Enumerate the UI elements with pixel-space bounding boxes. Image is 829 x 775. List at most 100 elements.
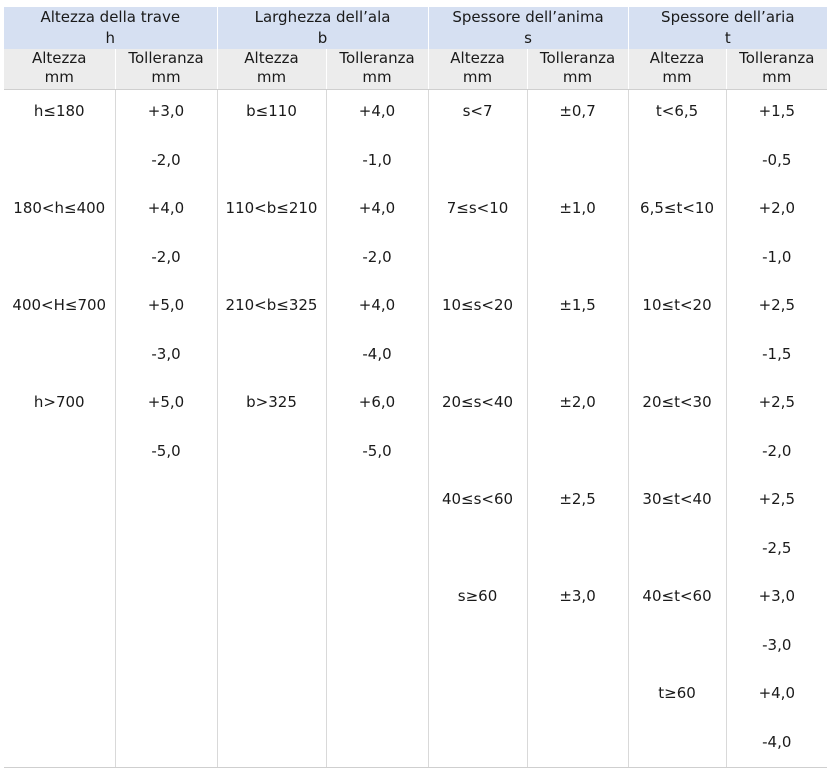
table-row: 40≤s<60 ±2,5 30≤t<40 +2,5 (4, 489, 827, 538)
group-symbol: h (105, 29, 116, 47)
sub-header-label: Altezza (450, 49, 505, 67)
sub-header-label: Tolleranza (339, 49, 415, 67)
flange-range-cell: t<6,5 (628, 101, 727, 150)
width-tolerance-cell: +4,0 (326, 101, 429, 150)
flange-tolerance-cell: +4,0 (758, 684, 795, 702)
web-tolerance-cell (527, 731, 629, 768)
flange-tolerance-cell: +2,5 (758, 490, 795, 508)
height-range-cell: h≤180 (4, 101, 116, 150)
height-range-cell (4, 246, 116, 295)
height-tolerance-cell (115, 489, 218, 538)
table-row: h≤180 +3,0 b≤110 +4,0 s<7 ±0,7 t<6,5 +1,5 (4, 101, 827, 150)
flange-range-cell (628, 634, 727, 683)
height-range-cell (4, 440, 116, 489)
height-tolerance-cell (115, 731, 218, 768)
width-range-cell: 210<b≤325 (217, 295, 327, 344)
web-range-cell: s≥60 (428, 586, 528, 635)
width-tolerance-cell (326, 537, 429, 586)
sub-header-unit: mm (44, 68, 74, 86)
width-range-cell: 110<b≤210 (217, 198, 327, 247)
group-symbol: b (317, 29, 328, 47)
sub-header-label: Altezza (649, 49, 705, 67)
width-range-cell (217, 149, 327, 198)
width-range-cell (217, 343, 327, 392)
width-range-cell (217, 683, 327, 732)
web-tolerance-cell (527, 149, 629, 198)
web-tolerance-cell (527, 683, 629, 732)
group-title: Spessore dell’anima (452, 8, 604, 26)
table-row: -4,0 (4, 731, 828, 768)
sub-header-unit: mm (662, 68, 692, 86)
web-range-cell (428, 343, 528, 392)
web-tolerance-cell: ±0,7 (527, 101, 629, 150)
height-tolerance-cell (115, 683, 218, 732)
width-tolerance-cell (326, 634, 429, 683)
sub-header-label: Altezza (244, 49, 299, 67)
flange-range-cell (628, 440, 727, 489)
width-tolerance-cell: +4,0 (326, 295, 429, 344)
web-range-cell (428, 731, 528, 768)
width-range-cell (217, 586, 327, 635)
group-title: Larghezza dell’ala (254, 8, 391, 26)
height-range-cell (4, 634, 116, 683)
height-range-cell (4, 489, 116, 538)
web-range-cell (428, 149, 528, 198)
width-tolerance-cell (326, 683, 429, 732)
height-range-cell: h>700 (4, 392, 116, 441)
table-row: t≥60 +4,0 (4, 683, 827, 732)
flange-tolerance-cell: -1,0 (762, 247, 792, 266)
spacer-cell (4, 89, 116, 101)
width-tolerance-cell (326, 586, 429, 635)
sub-header-unit: mm (362, 68, 392, 86)
flange-tolerance-cell: +2,5 (758, 296, 795, 314)
web-tolerance-cell (527, 343, 629, 392)
spacer-row (4, 89, 827, 101)
height-tolerance-cell: -3,0 (115, 343, 218, 392)
table-row: -2,5 (4, 537, 827, 586)
width-range-cell (217, 537, 327, 586)
height-tolerance-cell (115, 537, 218, 586)
web-tolerance-cell (527, 634, 629, 683)
flange-range-cell: 20≤t<30 (628, 392, 727, 441)
height-tolerance-cell: +5,0 (115, 295, 218, 344)
width-range-cell (217, 246, 327, 295)
flange-tolerance-cell: +2,5 (758, 393, 795, 411)
flange-range-cell (628, 731, 727, 768)
web-tolerance-cell: ±2,0 (527, 392, 629, 441)
width-range-cell: b≤110 (217, 101, 327, 150)
sub-header-label: Tolleranza (128, 49, 204, 67)
flange-tolerance-cell: -0,5 (762, 150, 792, 169)
height-tolerance-cell: +3,0 (115, 101, 218, 150)
width-range-cell: b>325 (217, 392, 327, 441)
width-tolerance-cell: -1,0 (326, 149, 429, 198)
table-row: s≥60 ±3,0 40≤t<60 +3,0 (4, 586, 827, 635)
sub-header-cell: Altezza mm (428, 49, 528, 90)
sub-header-unit: mm (762, 68, 792, 86)
table-row: -2,0 -2,0 -1,0 (4, 246, 827, 295)
flange-range-cell: t≥60 (628, 683, 727, 732)
height-range-cell (4, 537, 116, 586)
sub-header-cell: Altezza mm (217, 49, 327, 90)
table-row: h>700 +5,0 b>325 +6,0 20≤s<40 ±2,0 20≤t<30 +2,5 (4, 392, 827, 441)
width-range-cell (217, 731, 327, 768)
height-range-cell (4, 149, 116, 198)
width-range-cell (217, 440, 327, 489)
group-symbol: s (524, 29, 532, 47)
group-title: Altezza della trave (40, 8, 181, 26)
table-row: -2,0 -1,0 -0,5 (4, 149, 827, 198)
web-range-cell: s<7 (428, 101, 528, 150)
height-tolerance-cell (115, 586, 218, 635)
flange-tolerance-cell: -3,0 (762, 635, 792, 654)
flange-tolerance-cell: -2,0 (762, 441, 792, 460)
group-header-row: Altezza della trave h Larghezza dell’ala… (4, 7, 828, 49)
flange-range-cell: 40≤t<60 (628, 586, 727, 635)
table-row: 400<H≤700 +5,0 210<b≤325 +4,0 10≤s<20 ±1,5 10≤… (4, 295, 827, 344)
flange-range-cell (628, 246, 727, 295)
height-range-cell: 180<h≤400 (4, 198, 116, 247)
width-tolerance-cell: -2,0 (326, 246, 429, 295)
height-tolerance-cell: +5,0 (115, 392, 218, 441)
sub-header-label: Tolleranza (539, 49, 616, 67)
flange-range-cell: 6,5≤t<10 (628, 198, 727, 247)
web-range-cell (428, 537, 528, 586)
flange-tolerance-cell: +3,0 (758, 587, 795, 605)
